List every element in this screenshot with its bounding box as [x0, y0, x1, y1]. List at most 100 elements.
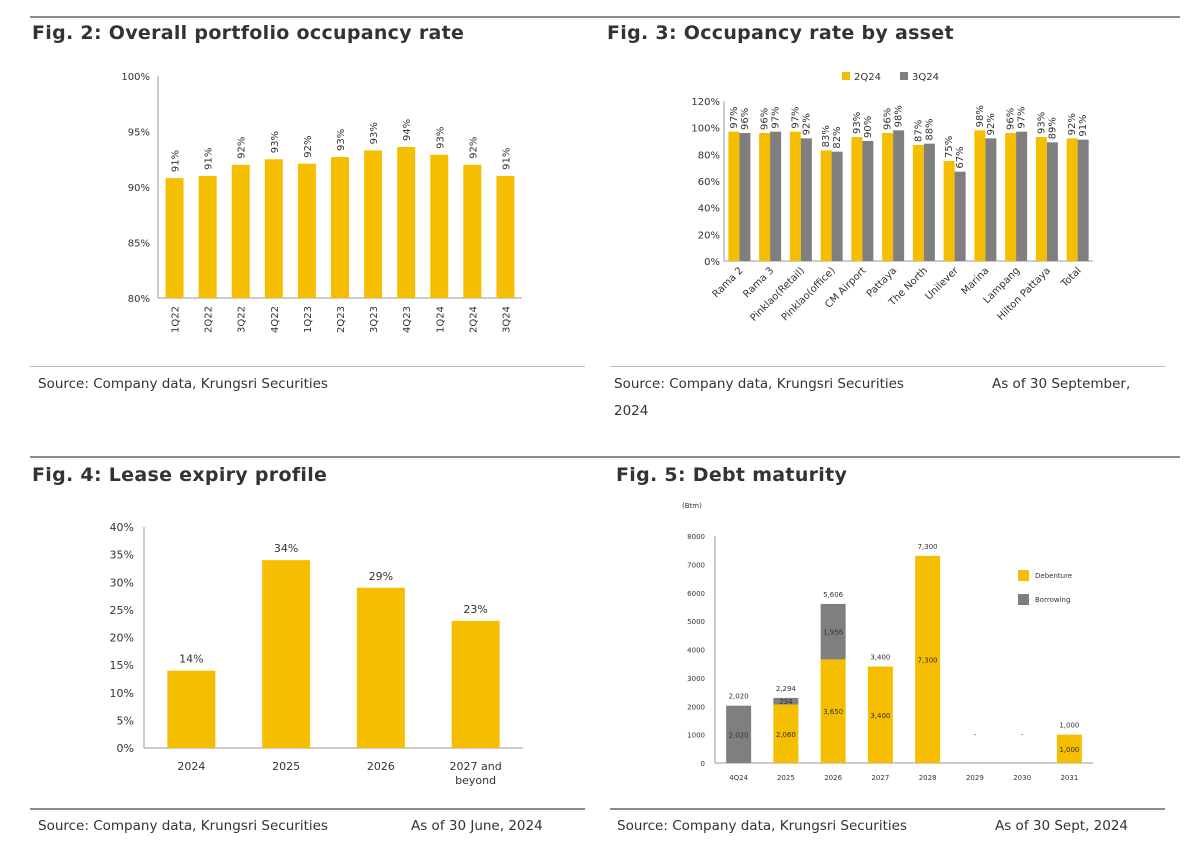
- fig2-ytick-label: 80%: [128, 294, 150, 305]
- fig3-data-label: 97%: [1017, 106, 1028, 128]
- fig2-ytick-label: 85%: [128, 239, 150, 250]
- fig3-ytick-label: 20%: [698, 230, 720, 241]
- fig4-ytick-label: 25%: [110, 604, 134, 617]
- fig2-bar: [231, 164, 250, 298]
- fig3-legend-swatch: [900, 72, 908, 80]
- fig2-data-label: 93%: [336, 129, 347, 151]
- fig3-bar: [831, 151, 843, 261]
- middle-rule: [30, 456, 1180, 458]
- fig3-bar: [1005, 133, 1017, 261]
- fig5-note: As of 30 Sept, 2024: [995, 818, 1129, 834]
- fig4-ytick-label: 20%: [110, 632, 134, 645]
- fig3-ytick-label: 120%: [691, 97, 720, 108]
- fig3-data-label: 97%: [790, 106, 801, 128]
- fig3-data-label: 92%: [1067, 113, 1078, 135]
- fig5-bar-segment: [820, 659, 846, 763]
- fig5-ytick-label: 8000: [687, 533, 705, 541]
- fig2-data-label: 92%: [237, 137, 248, 159]
- fig3-bar: [862, 141, 874, 261]
- fig5-xtick-label: 2030: [1013, 774, 1031, 782]
- fig5-legend-swatch: [1018, 594, 1029, 605]
- fig3-note: As of 30 September,: [992, 376, 1131, 392]
- fig4-xtick-label: 2027 and: [450, 760, 502, 773]
- fig2-data-label: 93%: [369, 122, 380, 144]
- fig2-bar: [331, 157, 349, 298]
- fig4-xtick-label: 2026: [367, 760, 395, 773]
- fig5-segment-label: 2,020: [729, 731, 749, 739]
- fig3-bar: [820, 150, 832, 261]
- fig5-xtick-label: 2025: [777, 774, 795, 782]
- fig3-ytick-label: 100%: [691, 124, 720, 135]
- fig4-ytick-label: 10%: [110, 687, 134, 700]
- fig5-segment-label: 7,300: [918, 656, 938, 664]
- fig5-legend-label: Borrowing: [1035, 596, 1070, 604]
- fig5-xtick-label: 2026: [824, 774, 842, 782]
- fig5-source: Source: Company data, Krungsri Securitie…: [617, 818, 907, 834]
- fig5-ytick-label: 7000: [687, 561, 705, 569]
- fig3-bar: [954, 171, 966, 261]
- fig2-data-label: 93%: [270, 131, 281, 153]
- fig5-ytick-label: 6000: [687, 590, 705, 598]
- fig2-ytick-label: 95%: [128, 128, 150, 139]
- fig4-data-label: 34%: [274, 542, 298, 555]
- fig3-legend-label: 3Q24: [912, 72, 939, 83]
- fig4-data-label: 14%: [179, 653, 203, 666]
- fig3-bar: [800, 138, 812, 261]
- fig4-source: Source: Company data, Krungsri Securitie…: [38, 818, 328, 834]
- fig3-data-label: 82%: [832, 126, 843, 148]
- fig2-xtick-label: 4Q23: [402, 306, 413, 333]
- fig3-note-year: 2024: [614, 403, 649, 419]
- fig5-bar-segment: [820, 603, 846, 660]
- fig3-data-label: 93%: [1036, 112, 1047, 134]
- fig3-ytick-label: 80%: [698, 150, 720, 161]
- fig5-total-label: 7,300: [918, 543, 938, 551]
- fig4-data-label: 23%: [463, 603, 487, 616]
- fig3-bar: [1016, 131, 1028, 261]
- fig3-data-label: 91%: [1078, 114, 1089, 136]
- fig5-total-label: 2,020: [729, 693, 749, 701]
- fig4-ytick-label: 40%: [110, 521, 134, 534]
- fig3-data-label: 97%: [729, 106, 740, 128]
- fig3-data-label: 75%: [944, 136, 955, 158]
- fig5-bar-segment: [1056, 734, 1082, 763]
- fig3-data-label: 96%: [883, 108, 894, 130]
- fig3-data-label: 90%: [863, 116, 874, 138]
- fig5-segment-label: 3,650: [823, 708, 843, 716]
- fig3-bar: [1077, 139, 1089, 261]
- fig3-title: Fig. 3: Occupancy rate by asset: [607, 22, 954, 44]
- fig4-note: As of 30 June, 2024: [411, 818, 543, 834]
- fig2-ytick-label: 100%: [121, 72, 150, 83]
- fig3-data-label: 67%: [955, 146, 966, 168]
- fig5-segment-label: 3,400: [870, 712, 890, 720]
- fig5-bar-segment: [773, 704, 799, 763]
- fig3-bar: [985, 138, 997, 261]
- fig2-xtick-label: 1Q23: [303, 306, 314, 333]
- fig5-ytick-label: 3000: [687, 675, 705, 683]
- fig2-data-label: 94%: [402, 119, 413, 141]
- fig3-data-label: 93%: [852, 112, 863, 134]
- fig3-source: Source: Company data, Krungsri Securitie…: [614, 376, 904, 392]
- fig5-xtick-label: 2031: [1060, 774, 1078, 782]
- fig3-ytick-label: 60%: [698, 177, 720, 188]
- fig2-data-label: 91%: [171, 150, 182, 172]
- fig2-bar: [165, 178, 184, 298]
- fig3-data-label: 96%: [1006, 108, 1017, 130]
- fig2-xtick-label: 1Q24: [435, 306, 446, 333]
- fig3-bar: [882, 133, 894, 261]
- fig3-bar: [1066, 138, 1078, 261]
- fig3-bar: [851, 137, 863, 261]
- fig5-ytick-label: 4000: [687, 647, 705, 655]
- fig5-title: Fig. 5: Debt maturity: [616, 464, 848, 486]
- fig5-ytick-label: 1000: [687, 732, 705, 740]
- row1-rule-left: [30, 366, 585, 367]
- fig2-data-label: 93%: [435, 127, 446, 149]
- fig3-data-label: 98%: [894, 105, 905, 127]
- fig5-total-label: 1,000: [1059, 722, 1079, 730]
- fig2-title: Fig. 2: Overall portfolio occupancy rate: [32, 22, 465, 44]
- fig5-unit-label: (Btm): [682, 502, 702, 510]
- fig2-data-label: 91%: [204, 148, 215, 170]
